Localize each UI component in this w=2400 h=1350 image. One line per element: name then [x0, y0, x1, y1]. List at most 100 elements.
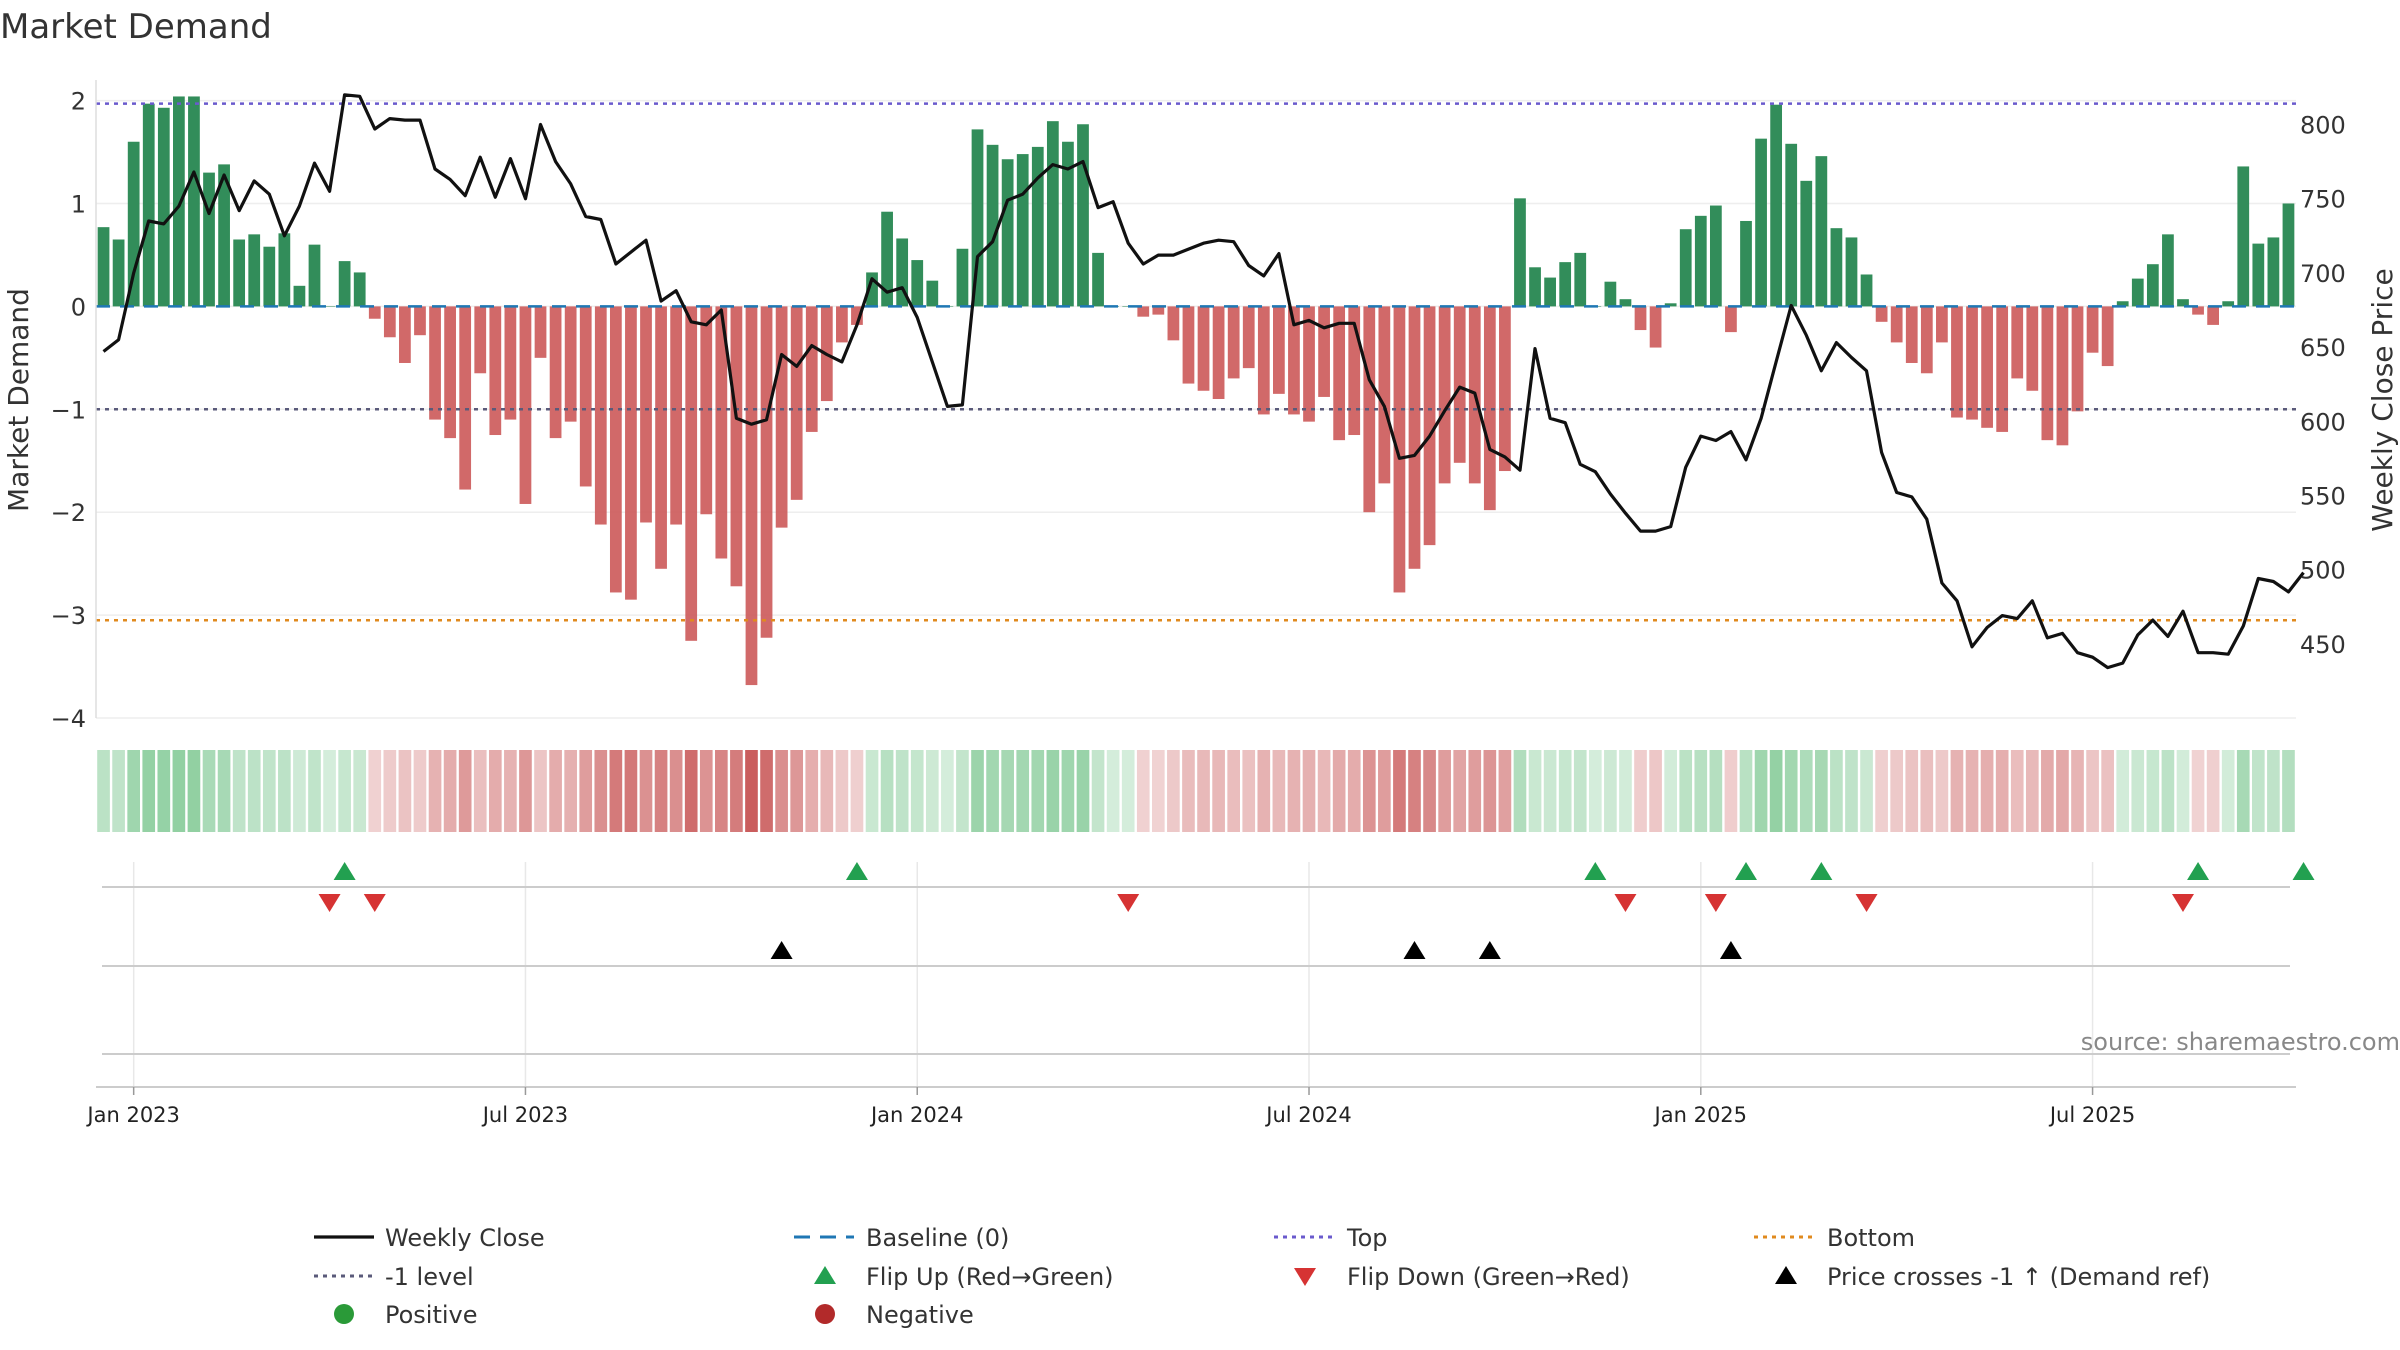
heat-cell-34 [609, 750, 623, 832]
demand-bar-108 [1725, 306, 1737, 333]
demand-bar-79 [1288, 306, 1300, 415]
demand-bar-92 [1483, 306, 1496, 511]
legend: Weekly Close Baseline (0) Top Bottom -1 … [314, 1224, 2210, 1329]
heat-cell-137 [2161, 750, 2175, 832]
heat-cell-75 [1227, 750, 1240, 832]
left-tick-2: 0 [71, 293, 86, 321]
demand-bar-0 [97, 227, 110, 307]
demand-bar-78 [1273, 306, 1285, 394]
demand-bar-14 [308, 244, 321, 307]
heat-cell-136 [2146, 750, 2160, 832]
left-tick-0: 2 [71, 88, 86, 116]
heat-cell-68 [1121, 750, 1135, 832]
heat-cell-2 [127, 750, 140, 832]
heat-cell-69 [1136, 750, 1150, 832]
demand-bar-112 [1785, 143, 1798, 307]
heat-cell-94 [1513, 750, 1527, 832]
heat-cell-102 [1634, 750, 1647, 832]
heat-cell-135 [2131, 750, 2145, 832]
heat-cell-0 [97, 750, 110, 832]
demand-bar-42 [730, 306, 743, 587]
heat-cell-54 [910, 750, 924, 832]
heat-cell-97 [1558, 750, 1572, 832]
heat-cell-74 [1212, 750, 1225, 832]
price-cross-marker-0 [770, 941, 793, 959]
demand-bar-118 [1875, 306, 1888, 322]
heat-cell-72 [1182, 750, 1195, 832]
heat-cell-134 [2116, 750, 2130, 832]
demand-bar-135 [2131, 278, 2144, 307]
heat-cell-142 [2236, 750, 2250, 832]
demand-bar-73 [1197, 306, 1210, 391]
heat-cell-114 [1815, 750, 1828, 832]
date-tick-0: Jan 2023 [85, 1103, 180, 1127]
demand-bar-53 [896, 238, 909, 307]
demand-bar-125 [1981, 306, 1993, 428]
heat-cell-131 [2071, 750, 2084, 832]
demand-bar-30 [549, 306, 562, 439]
heat-cell-61 [1016, 750, 1030, 832]
heat-cell-127 [2010, 750, 2024, 832]
heat-cell-22 [428, 750, 442, 832]
demand-bar-24 [459, 306, 472, 490]
heat-cell-50 [850, 750, 864, 832]
demand-bar-93 [1499, 306, 1511, 472]
demand-bar-33 [594, 306, 607, 525]
demand-bar-144 [2267, 237, 2280, 307]
demand-bar-19 [383, 306, 396, 338]
demand-bar-120 [1905, 306, 1918, 363]
demand-bar-28 [519, 306, 532, 504]
legend-flip-up: Flip Up (Red→Green) [866, 1263, 1114, 1291]
demand-bar-94 [1514, 198, 1526, 307]
heat-cell-27 [504, 750, 517, 832]
heat-cell-132 [2086, 750, 2099, 832]
heat-cell-76 [1242, 750, 1256, 832]
heat-cell-44 [760, 750, 773, 832]
heat-cell-116 [1845, 750, 1858, 832]
heat-cell-32 [579, 750, 593, 832]
heat-cell-4 [157, 750, 171, 832]
heat-cell-108 [1724, 750, 1738, 832]
demand-bar-7 [203, 172, 215, 307]
heat-cell-81 [1317, 750, 1331, 832]
heat-cell-87 [1408, 750, 1421, 832]
demand-bar-31 [564, 306, 577, 422]
demand-bar-38 [670, 306, 683, 525]
heat-cell-77 [1257, 750, 1271, 832]
flip-down-marker-2 [1117, 894, 1140, 912]
demand-bar-96 [1544, 277, 1556, 307]
demand-bar-134 [2116, 301, 2129, 307]
heat-cell-100 [1604, 750, 1617, 832]
demand-bar-132 [2086, 306, 2099, 353]
demand-bar-60 [1001, 159, 1014, 307]
demand-bar-131 [2071, 306, 2084, 412]
demand-bar-64 [1062, 141, 1074, 307]
demand-bar-142 [2237, 166, 2250, 307]
heat-cell-13 [293, 750, 306, 832]
demand-bar-59 [986, 144, 999, 307]
right-axis-label: Weekly Close Price [2366, 268, 2399, 531]
demand-bar-95 [1529, 267, 1541, 307]
heat-cell-24 [458, 750, 472, 832]
demand-bar-123 [1951, 306, 1963, 418]
heat-cell-82 [1332, 750, 1346, 832]
demand-bar-143 [2252, 243, 2265, 307]
right-tick-7: 450 [2300, 631, 2346, 659]
flip-up-marker-1 [845, 862, 868, 880]
demand-bar-18 [368, 306, 381, 319]
heat-cell-64 [1061, 750, 1075, 832]
demand-bar-15 [323, 306, 336, 307]
demand-bar-110 [1755, 138, 1767, 307]
chart-title: Market Demand [0, 7, 272, 47]
demand-bar-6 [188, 96, 200, 307]
heat-cell-122 [1935, 750, 1949, 832]
heat-cell-52 [880, 750, 894, 832]
demand-bar-128 [2026, 306, 2039, 391]
demand-bar-77 [1257, 306, 1270, 415]
demand-bar-130 [2056, 306, 2069, 446]
heat-cell-120 [1905, 750, 1919, 832]
heat-cell-8 [217, 750, 231, 832]
heat-cell-49 [835, 750, 849, 832]
demand-bar-133 [2101, 306, 2114, 367]
demand-bar-140 [2207, 306, 2219, 325]
